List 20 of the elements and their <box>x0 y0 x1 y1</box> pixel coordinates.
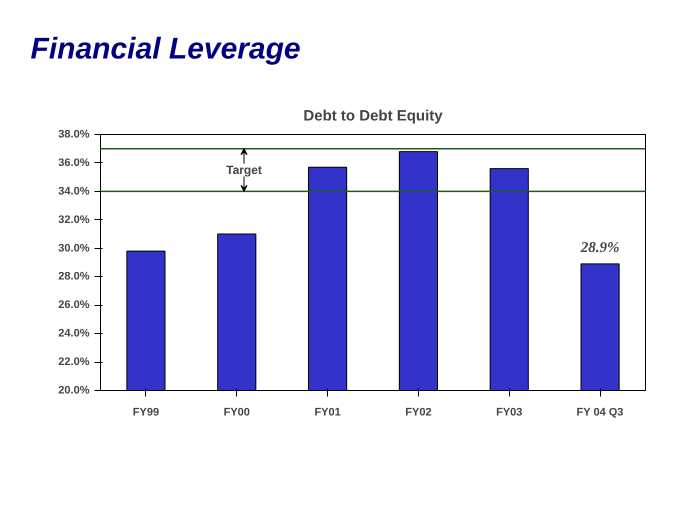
chart-title: Financial Leverage <box>30 32 301 66</box>
y-tick-label: 32.0% <box>58 214 90 226</box>
x-tick-label: FY 04 Q3 <box>576 406 624 418</box>
y-tick-label: 26.0% <box>58 299 90 312</box>
x-tick-label: FY02 <box>405 406 432 418</box>
y-tick-label: 20.0% <box>58 384 90 396</box>
annotation: Target <box>226 163 262 178</box>
x-tick-label: FY99 <box>132 406 160 418</box>
data-label: 28.9% <box>580 240 620 256</box>
y-tick-label: 38.0% <box>58 128 90 140</box>
x-tick-label: FY00 <box>224 406 250 418</box>
y-tick-label: 24.0% <box>58 328 90 340</box>
x-tick-label: FY03 <box>496 406 522 418</box>
y-tick-label: 28.0% <box>58 270 90 283</box>
y-tick-label: 34.0% <box>58 185 90 198</box>
x-tick-label: FY01 <box>314 406 341 418</box>
y-tick-label: 36.0% <box>58 156 90 169</box>
y-tick-label: 22.0% <box>58 356 90 368</box>
chart-subtitle: Debt to Debt Equity <box>303 108 444 124</box>
y-tick-label: 30.0% <box>58 242 90 254</box>
